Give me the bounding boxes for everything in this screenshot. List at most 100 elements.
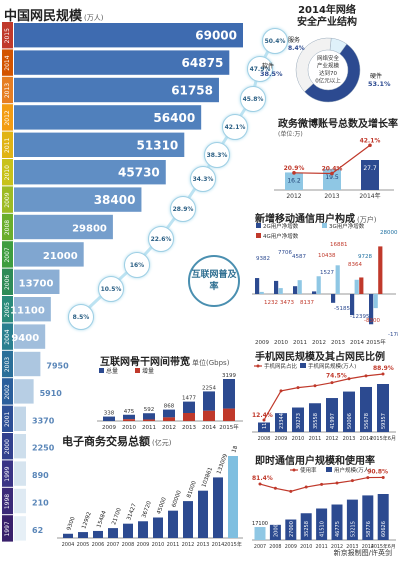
mobile-netizens-bar xyxy=(377,384,389,432)
pie-center-text: 达到70 xyxy=(319,69,337,77)
mobile-netizens-rate-point xyxy=(279,389,283,393)
legend-swatch xyxy=(322,223,327,228)
mobile-users-bar xyxy=(255,278,260,294)
ecommerce-bar xyxy=(123,523,133,538)
legend-swatch xyxy=(256,223,261,228)
penetration-bubble: 50.4% xyxy=(262,28,288,54)
netizen-value: 3370 xyxy=(32,416,55,425)
label-2g: 7706 xyxy=(278,250,292,256)
penetration-bubble: 42.1% xyxy=(222,114,248,140)
pie-slice xyxy=(304,43,361,103)
ecommerce-bar xyxy=(63,533,73,538)
instant-msg-rate-point xyxy=(289,489,293,493)
legend-label: 用户规模(万人) xyxy=(334,466,371,474)
ecommerce-category: 2008 xyxy=(122,542,135,548)
pie-label: 服务 xyxy=(288,36,300,44)
netizen-value: 5910 xyxy=(40,389,63,398)
label-3g: 1232 xyxy=(264,300,278,306)
bandwidth-value: 868 xyxy=(164,404,175,410)
mobile-netizens-category: 2011 xyxy=(309,436,322,442)
instant-msg-title: 即时通信用户规模和使用率 xyxy=(255,456,375,467)
ecommerce-bar xyxy=(198,490,208,538)
pie-slice xyxy=(295,37,332,93)
mobile-users-bar xyxy=(331,294,336,303)
penetration-bubble: 16% xyxy=(124,252,150,278)
year-tag xyxy=(2,241,13,268)
ecommerce-bar xyxy=(93,530,103,538)
label-3g: 10438 xyxy=(318,253,336,259)
instant-msg-value: 58776 xyxy=(366,521,372,537)
year-label: 2009 xyxy=(4,192,11,207)
label-2g: -17800 xyxy=(388,332,398,338)
bandwidth-increment xyxy=(223,408,235,421)
year-label: 2013 xyxy=(4,83,11,98)
mobile-users-bar xyxy=(354,279,359,294)
mobile-netizens-rate-label: 74.5% xyxy=(326,373,347,380)
year-label: 2005 xyxy=(4,302,11,317)
main-title: 中国网民规模 (万人) xyxy=(4,9,104,24)
netizen-bar xyxy=(14,50,230,75)
legend-label: 3G用户净增数 xyxy=(329,222,365,230)
year-label: 2007 xyxy=(4,247,11,262)
ecommerce-bar xyxy=(153,517,163,538)
security-title: 2014年网络 安全产业结构 xyxy=(297,5,357,28)
ecommerce-category: 2006 xyxy=(92,542,105,548)
bandwidth-chart: 总量 增量 338 2009 475 2010 592 2011 868 2012 1477 2013… xyxy=(97,367,243,431)
netizen-bar xyxy=(14,23,243,48)
netizen-value: 64875 xyxy=(182,56,224,70)
bandwidth-title: 互联网骨干网间带宽 单位(Gbps) xyxy=(100,357,230,368)
ecommerce-category: 2015年 xyxy=(224,541,242,548)
mobile-users-category: 2010 xyxy=(274,340,288,346)
year-tag xyxy=(2,433,13,460)
penetration-bubble: 22.6% xyxy=(148,226,174,252)
bandwidth-category: 2015年 xyxy=(219,423,239,431)
weibo-value: 27.7 xyxy=(363,165,377,172)
ecommerce-bar xyxy=(108,528,118,538)
instant-msg-value: 60626 xyxy=(381,521,387,537)
legend-label: 手机网民占比 xyxy=(264,362,298,370)
instant-msg-bar xyxy=(377,494,389,540)
instant-msg-category: 2014 xyxy=(362,544,374,550)
instant-msg-bar xyxy=(331,504,343,540)
penetration-bubble: 34.3% xyxy=(190,166,216,192)
mobile-netizens-category: 2014 xyxy=(360,436,373,442)
ecommerce-category: 2007 xyxy=(107,542,120,548)
legend-label: 手机网民规模(万人) xyxy=(308,362,356,370)
year-label: 2000 xyxy=(4,439,11,454)
netizen-value: 13700 xyxy=(19,278,54,289)
penetration-label: 互联网普及率 xyxy=(188,255,240,307)
ecommerce-value: 45000 xyxy=(156,496,168,515)
netizen-bar xyxy=(14,516,26,541)
instant-msg-rate-point xyxy=(304,485,308,489)
mobile-users-bar xyxy=(350,294,355,316)
netizen-bar xyxy=(14,187,142,212)
year-tag xyxy=(2,159,13,186)
weibo-rate-label: 42.1% xyxy=(360,137,381,144)
year-label: 2012 xyxy=(4,110,11,125)
label-4g: 9728 xyxy=(358,254,372,260)
mobile-users-bar xyxy=(312,291,317,294)
netizen-value: 11100 xyxy=(10,306,45,317)
instant-msg-category: 2010 xyxy=(300,544,312,550)
netizen-value: 29800 xyxy=(72,224,107,235)
mobile-netizens-category: 2008 xyxy=(258,436,271,442)
mobile-netizens-bar xyxy=(258,422,270,432)
ecommerce-bar xyxy=(213,477,223,538)
ecommerce-category: 2009 xyxy=(137,542,150,548)
mobile-users-category: 2013 xyxy=(331,340,345,346)
year-label: 2008 xyxy=(4,220,11,235)
penetration-bubble: 47.9% xyxy=(247,56,273,82)
mobile-users-bar xyxy=(316,276,321,294)
netizen-value: 210 xyxy=(32,499,49,508)
ecommerce-value: 31427 xyxy=(126,502,138,521)
netizen-value: 69000 xyxy=(195,29,237,43)
legend-dot xyxy=(256,364,260,368)
year-label: 1999 xyxy=(4,466,11,481)
ecommerce-value: 36720 xyxy=(141,500,153,519)
instant-msg-category: 2012 xyxy=(331,544,343,550)
pie-center-text: 产业规模 xyxy=(317,62,340,70)
penetration-bubble: 8.5% xyxy=(68,304,94,330)
netizen-value: 45730 xyxy=(118,166,160,180)
netizen-bar xyxy=(14,105,202,130)
instant-msg-bar xyxy=(316,508,328,540)
